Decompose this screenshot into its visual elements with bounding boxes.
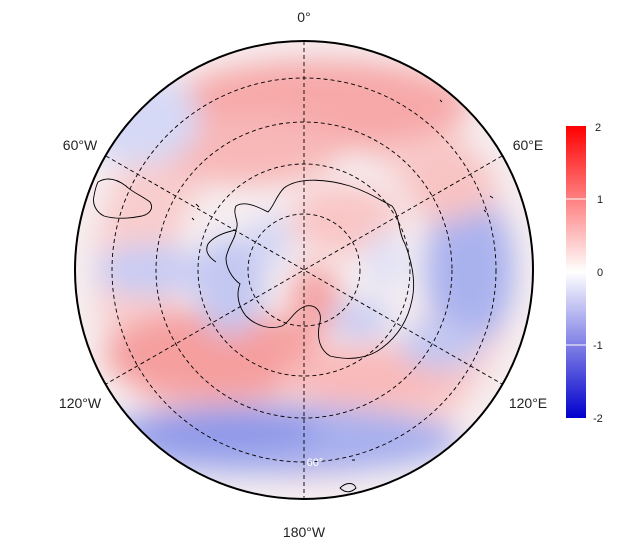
latitude-circle-2: [155, 121, 453, 419]
colorbar-tick-neg1: -1: [593, 340, 603, 352]
lon-label-120e: 120°E: [509, 395, 547, 411]
colorbar-tick-neg2: -2: [593, 413, 603, 425]
lat-label-60: 60°: [307, 457, 324, 469]
south-america-coastline: [93, 178, 153, 219]
lon-label-0: 0°: [297, 9, 310, 25]
colorbar-tick-2: 2: [595, 122, 601, 134]
latitude-circle-4: [247, 213, 361, 327]
antarctic-peninsula: [206, 229, 237, 263]
graticule: [105, 41, 503, 499]
lon-label-180w: 180°W: [283, 524, 326, 540]
lon-label-120w: 120°W: [59, 395, 102, 411]
new-zealand-coastline: [339, 483, 357, 493]
meridian-60w-120e: [105, 155, 503, 385]
small-islands: [191, 99, 494, 461]
antarctica-coastline: [225, 179, 415, 359]
colorbar-tick-1: 1: [597, 194, 603, 206]
map-boundary: [74, 40, 534, 500]
lon-label-60e: 60°E: [513, 137, 544, 153]
coastlines: [93, 99, 494, 493]
anomaly-field: [75, 41, 533, 499]
colorbar: 2 1 0 -1 -2: [566, 122, 603, 425]
meridian-60e-120w: [105, 155, 503, 385]
lon-label-60w: 60°W: [63, 137, 98, 153]
colorbar-tick-0: 0: [597, 267, 603, 279]
